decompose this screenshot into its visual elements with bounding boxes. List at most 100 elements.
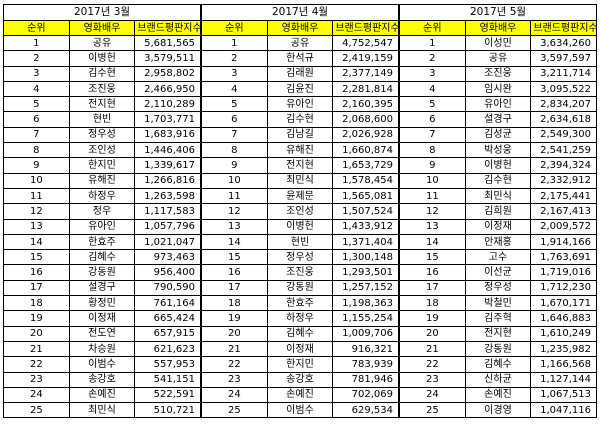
brand-score-cell: 1,683,916	[134, 126, 201, 144]
brand-score-cell: 1,009,706	[332, 325, 399, 342]
brand-score-cell: 621,623	[134, 340, 201, 358]
brand-score-cell: 1,763,691	[530, 249, 597, 266]
actor-name-cell: 조인성	[68, 142, 136, 159]
table-row: 20 전지현 1,610,249	[399, 325, 597, 342]
rank-cell: 18	[201, 295, 268, 312]
table-title: 2017년 5월	[399, 4, 597, 21]
table-row: 20 전도연 657,915	[3, 325, 201, 342]
rank-cell: 11	[399, 187, 466, 205]
rank-cell: 15	[399, 249, 466, 266]
brand-score-cell: 3,579,511	[134, 50, 201, 67]
brand-score-cell: 2,394,324	[530, 157, 597, 174]
rank-cell: 22	[201, 356, 268, 373]
actor-name-cell: 송강호	[68, 371, 136, 388]
table-row: 13 이정재 2,009,572	[399, 218, 597, 235]
table-row: 5 전지현 2,110,289	[3, 96, 201, 113]
brand-score-cell: 557,953	[134, 356, 201, 373]
table-row: 1 이성민 3,634,260	[399, 34, 597, 52]
rank-cell: 20	[3, 325, 70, 342]
actor-name-cell: 정우	[68, 203, 136, 220]
actor-name-cell: 이병헌	[68, 50, 136, 67]
actor-name-cell: 김혜수	[68, 249, 136, 266]
actor-name-cell: 강동원	[464, 340, 532, 358]
brand-score-cell: 1,712,230	[530, 279, 597, 297]
table-row: 8 박성웅 2,541,259	[399, 142, 597, 159]
brand-score-cell: 1,117,583	[134, 203, 201, 220]
brand-score-cell: 2,009,572	[530, 218, 597, 235]
rank-header: 순위	[201, 20, 268, 36]
actor-name-cell: 하정우	[266, 310, 334, 327]
rank-cell: 17	[399, 279, 466, 297]
table-row: 23 송강호 541,151	[3, 371, 201, 388]
table-row: 4 김윤진 2,281,814	[201, 80, 399, 98]
rank-cell: 8	[201, 142, 268, 159]
actor-name-cell: 공유	[68, 34, 136, 52]
rank-cell: 10	[3, 172, 70, 189]
table-row: 19 하정우 1,155,254	[201, 310, 399, 327]
table-title-row: 2017년 3월	[3, 4, 201, 21]
brand-score-cell: 1,339,617	[134, 157, 201, 174]
table-row: 24 손예진 1,067,513	[399, 386, 597, 404]
rank-cell: 12	[399, 203, 466, 220]
table-row: 14 한효주 1,021,047	[3, 233, 201, 251]
table-row: 10 최민식 1,578,454	[201, 172, 399, 189]
actor-name-cell: 정우성	[68, 126, 136, 144]
table-row: 9 한지민 1,339,617	[3, 157, 201, 174]
header-row: 순위 영화배우 브랜드평판지수	[201, 20, 399, 36]
actor-name-cell: 김수현	[68, 65, 136, 82]
brand-score-cell: 1,300,148	[332, 249, 399, 266]
brand-score-cell: 1,166,568	[530, 356, 597, 373]
actor-name-cell: 김성균	[464, 126, 532, 144]
brand-score-cell: 1,293,501	[332, 264, 399, 281]
rank-cell: 6	[201, 111, 268, 128]
table-title: 2017년 4월	[201, 4, 399, 21]
rank-cell: 22	[399, 356, 466, 373]
rank-cell: 1	[3, 34, 70, 52]
brand-score-cell: 702,069	[332, 386, 399, 404]
table-row: 3 조진웅 3,211,714	[399, 65, 597, 82]
brand-score-cell: 1,670,171	[530, 295, 597, 312]
brand-score-cell: 2,834,207	[530, 96, 597, 113]
brand-score-cell: 2,419,159	[332, 50, 399, 67]
table-row: 7 김남길 2,026,928	[201, 126, 399, 144]
table-row: 12 조인성 1,507,524	[201, 203, 399, 220]
actor-name-cell: 이범수	[68, 356, 136, 373]
brand-score-cell: 916,321	[332, 340, 399, 358]
actor-name-cell: 조진웅	[68, 80, 136, 98]
table-row: 15 고수 1,763,691	[399, 249, 597, 266]
rank-cell: 10	[201, 172, 268, 189]
table-row: 23 신하균 1,127,144	[399, 371, 597, 388]
table-row: 11 최민식 2,175,441	[399, 187, 597, 205]
table-row: 13 유아인 1,057,796	[3, 218, 201, 235]
rank-cell: 19	[201, 310, 268, 327]
rank-cell: 19	[3, 310, 70, 327]
actor-name-cell: 안재홍	[464, 233, 532, 251]
rank-cell: 2	[399, 50, 466, 67]
table-row: 12 정우 1,117,583	[3, 203, 201, 220]
rank-cell: 24	[201, 386, 268, 404]
actor-name-cell: 설경구	[68, 279, 136, 297]
rank-cell: 25	[3, 402, 70, 419]
actor-header: 영화배우	[266, 20, 334, 36]
table-row: 8 유해진 1,660,874	[201, 142, 399, 159]
brand-score-cell: 1,266,816	[134, 172, 201, 189]
rank-cell: 14	[399, 233, 466, 251]
actor-name-cell: 강동원	[266, 279, 334, 297]
table-row: 6 설경구 2,634,618	[399, 111, 597, 128]
rank-cell: 9	[3, 157, 70, 174]
brand-score-cell: 1,057,796	[134, 218, 201, 235]
rank-cell: 14	[201, 233, 268, 251]
brand-score-cell: 2,634,618	[530, 111, 597, 128]
brand-score-cell: 1,914,166	[530, 233, 597, 251]
brand-score-cell: 510,721	[134, 402, 201, 419]
actor-name-cell: 한지민	[266, 356, 334, 373]
brand-score-cell: 3,211,714	[530, 65, 597, 82]
rank-cell: 2	[201, 50, 268, 67]
actor-name-cell: 김수현	[464, 172, 532, 189]
rank-cell: 8	[3, 142, 70, 159]
actor-name-cell: 현빈	[266, 233, 334, 251]
actor-name-cell: 유아인	[68, 218, 136, 235]
brand-score-cell: 1,198,363	[332, 295, 399, 312]
rank-cell: 4	[201, 80, 268, 98]
actor-name-cell: 전지현	[266, 157, 334, 174]
